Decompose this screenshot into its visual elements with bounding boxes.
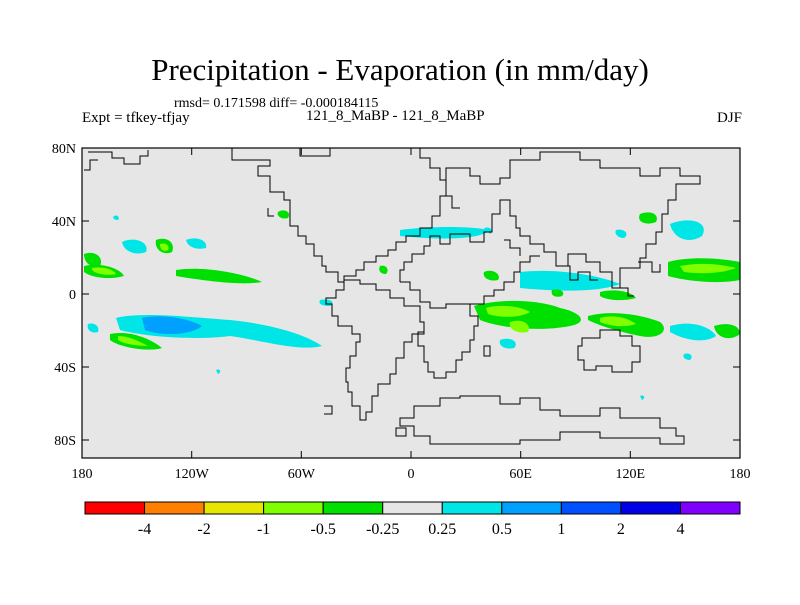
lat-label-40n: 40N [52, 215, 76, 230]
lon-label-180w: 180 [72, 467, 93, 482]
colorbar-swatch [322, 501, 384, 515]
colorbar-swatch [144, 501, 205, 515]
colorbar: -4 -2 -1 -0.5 -0.25 0.25 0.5 1 2 4 [84, 501, 741, 538]
colorbar-swatch [620, 501, 681, 515]
colorbar-label: 2 [617, 521, 625, 538]
colorbar-label: -4 [138, 521, 151, 538]
lon-label-120w: 120W [175, 467, 210, 482]
colorbar-label: -1 [257, 521, 270, 538]
colorbar-label: 1 [557, 521, 565, 538]
experiment-label: Expt = tfkey-tfjay [82, 110, 190, 126]
colorbar-swatch [679, 501, 741, 515]
colorbar-swatch [382, 501, 443, 515]
colorbar-label: -0.5 [311, 521, 336, 538]
colorbar-swatch [560, 501, 622, 515]
lat-label-80s: 80S [54, 434, 76, 449]
colorbar-swatch [203, 501, 265, 515]
colorbar-label: -2 [197, 521, 210, 538]
lat-label-40s: 40S [54, 361, 76, 376]
colorbar-label: 0.25 [428, 521, 456, 538]
lat-label-0: 0 [69, 288, 76, 303]
stats-text: rmsd= 0.171598 diff= -0.000184115 [174, 96, 379, 111]
plot-title: Precipitation - Evaporation (in mm/day) [151, 52, 649, 87]
experiment-name: 121_8_MaBP - 121_8_MaBP [306, 108, 485, 124]
coastlines [84, 148, 701, 445]
lon-label-180e: 180 [730, 467, 751, 482]
colorbar-swatch [84, 501, 146, 515]
lon-tick-marks [81, 148, 741, 458]
lon-label-60w: 60W [288, 467, 316, 482]
lat-tick-marks [82, 147, 740, 441]
lon-label-120e: 120E [616, 467, 646, 482]
lon-label-0: 0 [408, 467, 415, 482]
contour-fields [84, 210, 740, 400]
map-panel [82, 148, 740, 458]
lat-label-80n: 80N [52, 142, 76, 157]
colorbar-label: -0.25 [366, 521, 399, 538]
colorbar-label: 4 [676, 521, 684, 538]
colorbar-label: 0.5 [492, 521, 512, 538]
season-label: DJF [716, 110, 742, 126]
lon-label-60e: 60E [509, 467, 532, 482]
colorbar-swatch [501, 501, 562, 515]
colorbar-swatch [441, 501, 503, 515]
colorbar-swatch [263, 501, 324, 515]
